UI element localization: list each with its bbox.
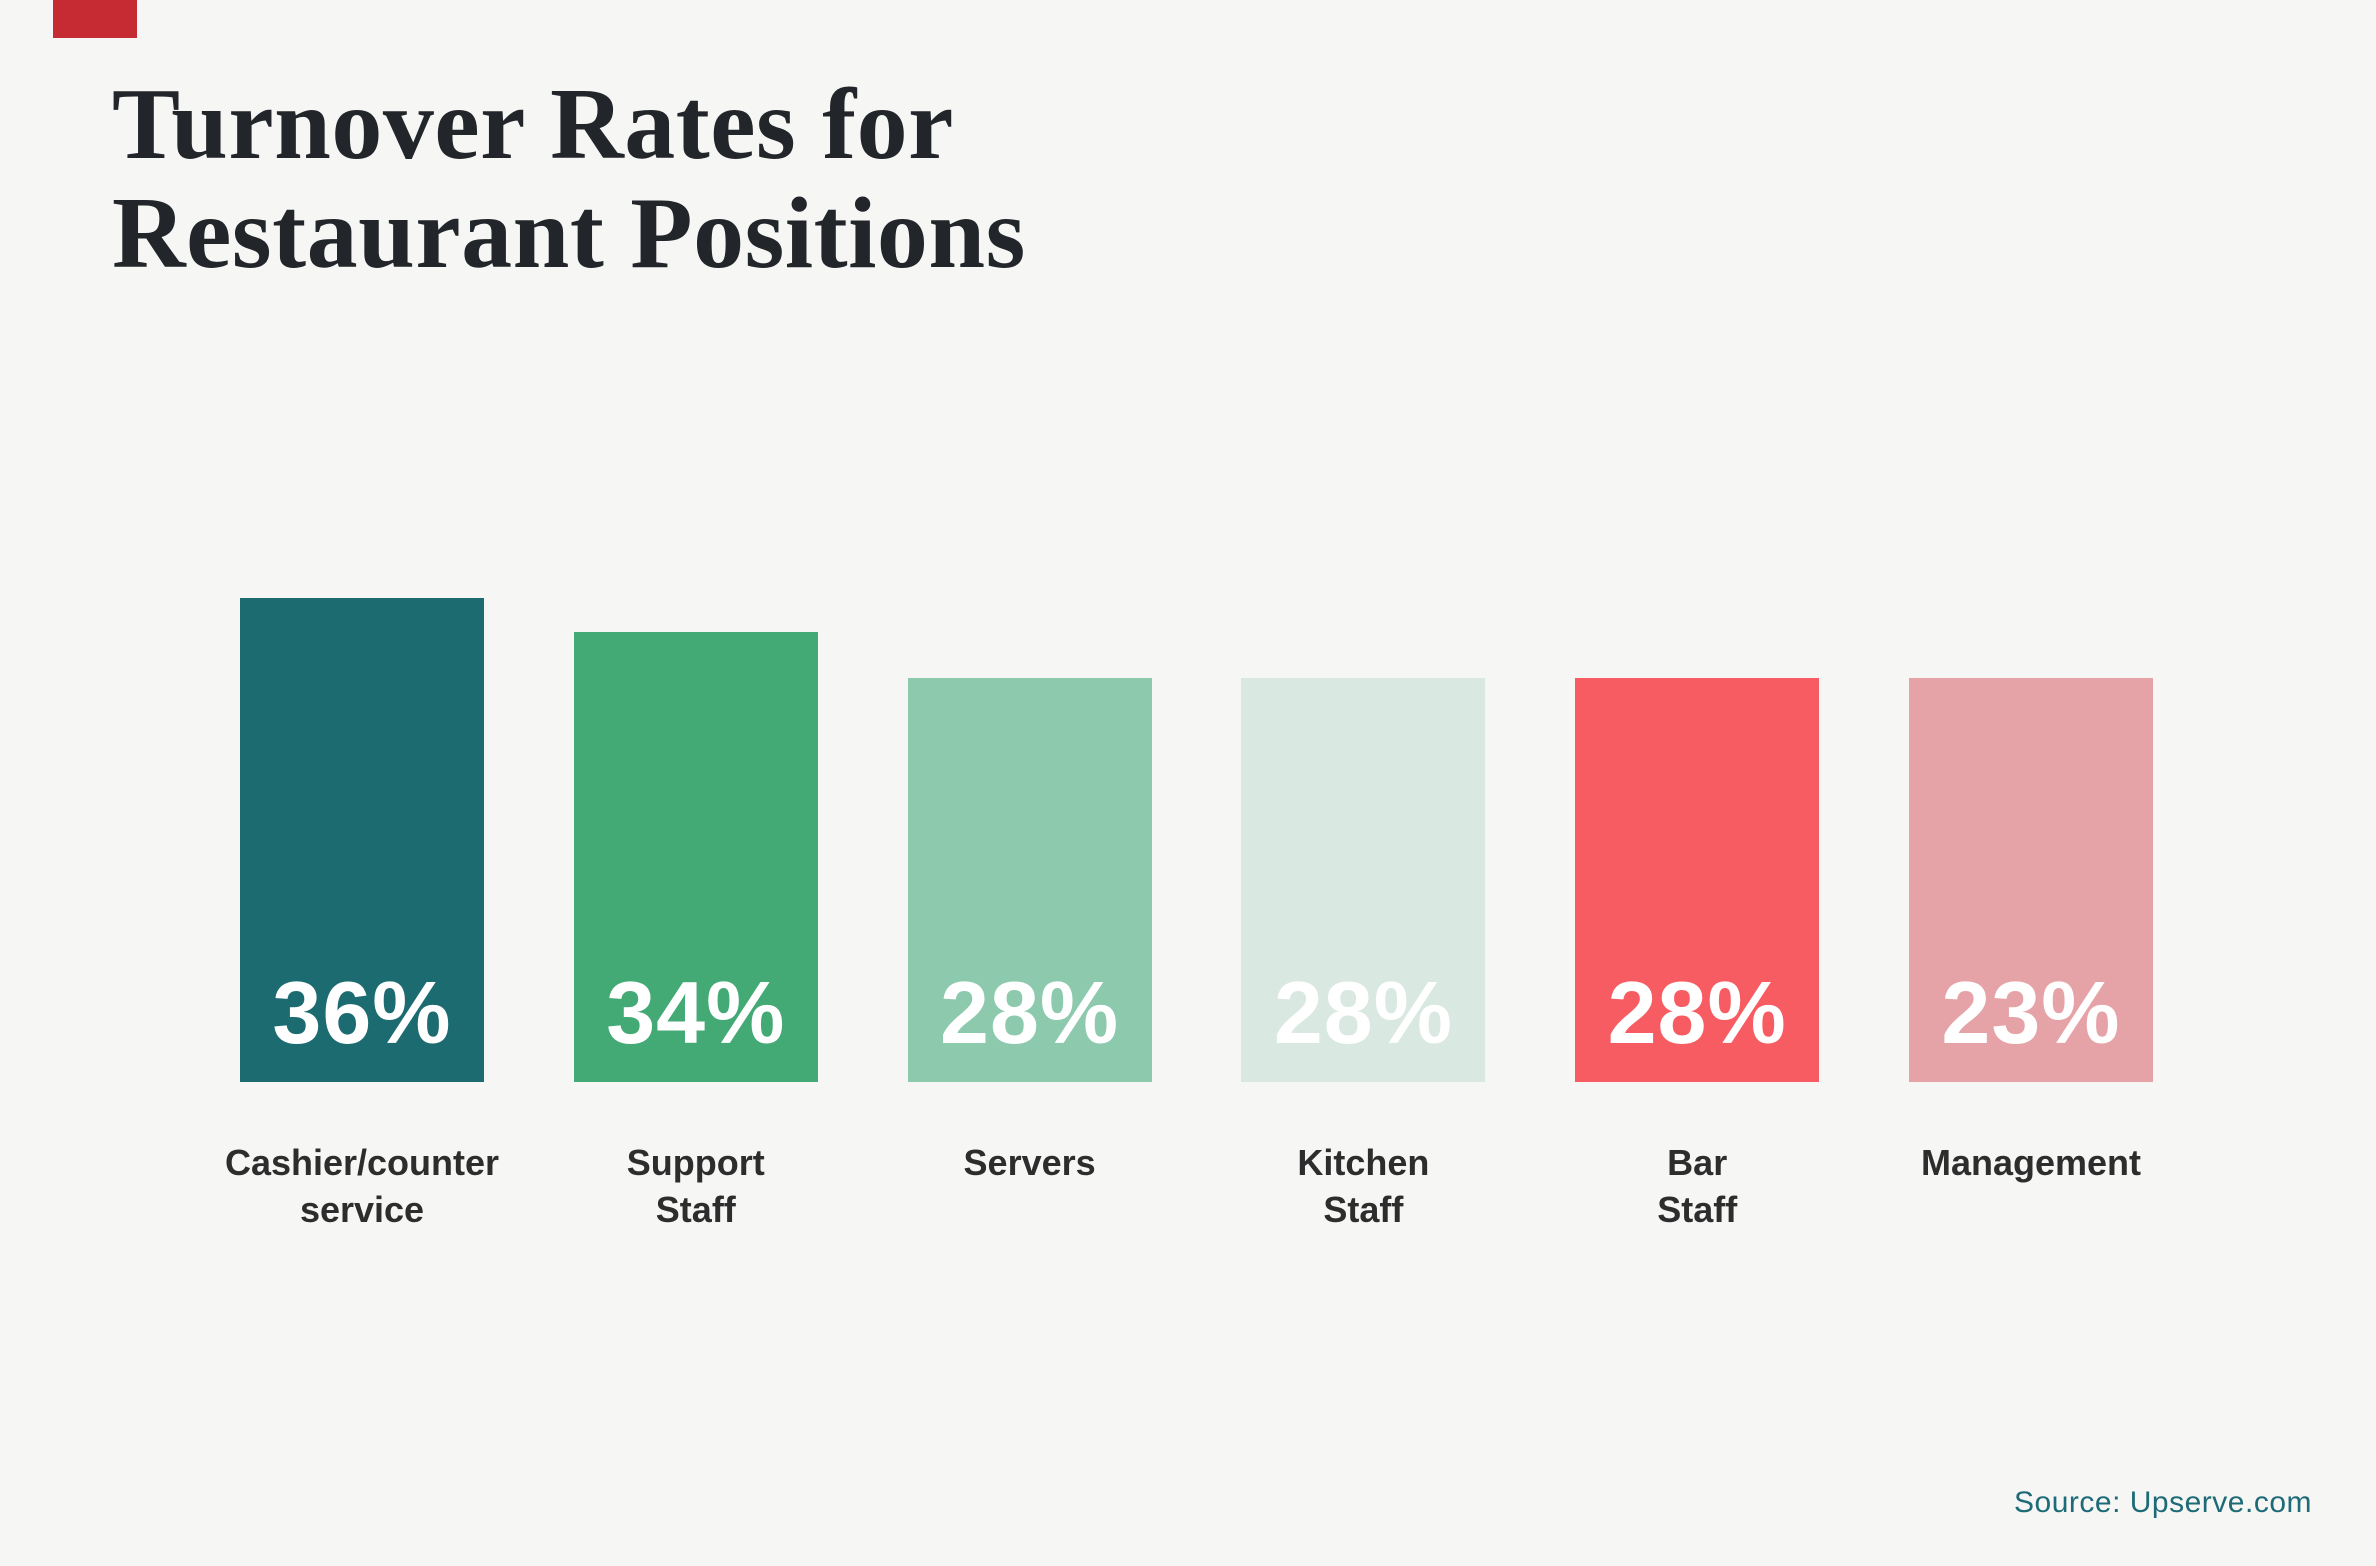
bar-column: 28% Bar Staff bbox=[1575, 598, 1820, 1230]
chart-title-line-2: Restaurant Positions bbox=[112, 177, 1026, 291]
chart-title-line-1: Turnover Rates for bbox=[112, 68, 954, 181]
bar-value-label: 28% bbox=[1607, 963, 1787, 1062]
bar-chart: 36% Cashier/counter service 34% Support Sta… bbox=[225, 598, 2153, 1230]
bar: 23% bbox=[1908, 678, 2153, 1082]
bar-column: 34% Support Staff bbox=[573, 598, 818, 1230]
bar-category-label: Support Staff bbox=[626, 1142, 765, 1230]
bar-value-label: 28% bbox=[940, 963, 1120, 1062]
bar-column: 28% Kitchen Staff bbox=[1241, 598, 1486, 1230]
bar-category-label: Cashier/counter service bbox=[224, 1142, 500, 1230]
bar-value-label: 36% bbox=[272, 963, 452, 1062]
bar-column: 36% Cashier/counter service bbox=[225, 598, 499, 1230]
bar-value-label: 28% bbox=[1273, 963, 1453, 1062]
bar-category-label: Management bbox=[1920, 1142, 2141, 1183]
bar: 28% bbox=[907, 678, 1152, 1082]
bar: 28% bbox=[1575, 678, 1820, 1082]
bar-category-label: Bar Staff bbox=[1657, 1142, 1738, 1230]
chart-title: Turnover Rates for Restaurant Positions bbox=[112, 70, 1026, 288]
bar-column: 23% Management bbox=[1908, 598, 2153, 1183]
bar-column: 28% Servers bbox=[907, 598, 1152, 1183]
bar: 36% bbox=[240, 598, 484, 1082]
bar: 34% bbox=[573, 632, 818, 1082]
bar-category-label: Servers bbox=[963, 1142, 1096, 1183]
bar: 28% bbox=[1241, 678, 1486, 1082]
source-attribution: Source: Upserve.com bbox=[2014, 1486, 2312, 1519]
bar-category-label: Kitchen Staff bbox=[1297, 1142, 1430, 1230]
bar-value-label: 23% bbox=[1941, 963, 2121, 1062]
red-accent-mark bbox=[53, 0, 137, 38]
bar-value-label: 34% bbox=[606, 963, 786, 1062]
